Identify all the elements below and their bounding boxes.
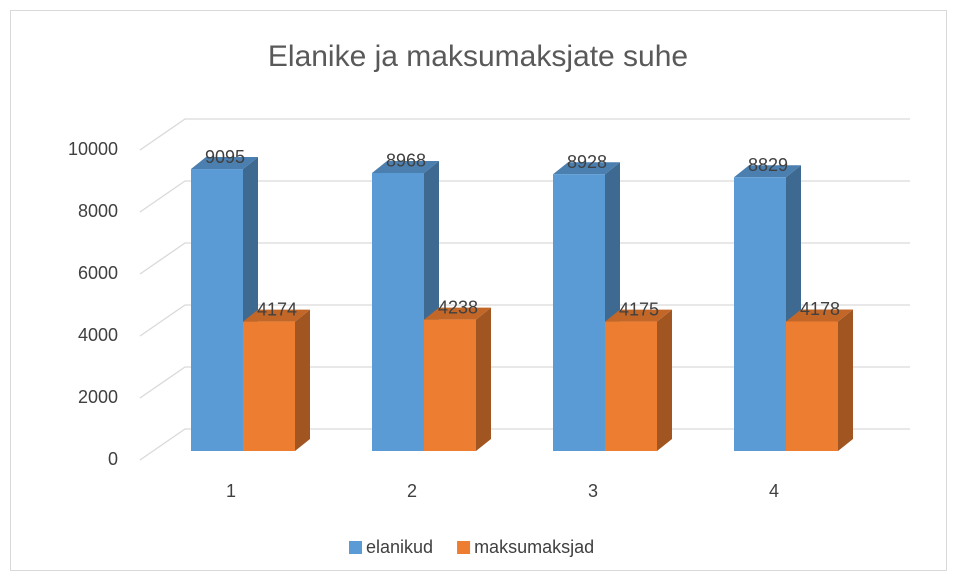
data-label: 4174 bbox=[257, 299, 297, 319]
chart-border bbox=[10, 10, 947, 571]
y-tick-label: 6000 bbox=[78, 263, 118, 283]
data-label: 8829 bbox=[748, 155, 788, 175]
data-label: 8928 bbox=[567, 152, 607, 172]
y-tick-label: 8000 bbox=[78, 201, 118, 221]
bar bbox=[605, 321, 657, 451]
grid-line bbox=[139, 180, 910, 213]
x-tick-label: 1 bbox=[226, 481, 236, 501]
bar-top bbox=[191, 157, 258, 170]
x-tick-label: 2 bbox=[407, 481, 417, 501]
bar-side bbox=[476, 307, 491, 451]
x-tick-label: 4 bbox=[769, 481, 779, 501]
bar-side bbox=[295, 309, 310, 451]
y-tick-label: 4000 bbox=[78, 325, 118, 345]
bar-top bbox=[786, 309, 853, 322]
data-label: 9095 bbox=[205, 147, 245, 167]
legend-swatch bbox=[457, 541, 471, 554]
bar bbox=[372, 172, 424, 451]
data-label: 4178 bbox=[800, 299, 840, 319]
data-label: 4175 bbox=[619, 299, 659, 319]
y-tick-label: 0 bbox=[108, 449, 118, 469]
chart-title: Elanike ja maksumaksjate suhe bbox=[268, 40, 688, 73]
grid-line bbox=[139, 304, 910, 337]
bar bbox=[786, 321, 838, 451]
data-label: 4238 bbox=[438, 297, 478, 317]
y-tick-label: 10000 bbox=[68, 139, 118, 159]
legend-label: maksumaksjad bbox=[474, 537, 594, 557]
bar-top bbox=[243, 309, 310, 322]
legend-swatch bbox=[349, 541, 362, 554]
bar-side bbox=[657, 309, 672, 451]
y-tick-label: 2000 bbox=[78, 387, 118, 407]
bar bbox=[424, 319, 476, 451]
bar bbox=[243, 321, 295, 451]
bar-top bbox=[734, 165, 801, 178]
bar-top bbox=[553, 162, 620, 175]
bar-side bbox=[838, 309, 853, 451]
bar-top bbox=[372, 160, 439, 173]
bar-top bbox=[424, 307, 491, 320]
bar-top bbox=[605, 309, 672, 322]
data-label: 8968 bbox=[386, 151, 426, 171]
legend-label: elanikud bbox=[366, 537, 433, 557]
bar bbox=[553, 174, 605, 451]
bar bbox=[191, 169, 243, 451]
bar bbox=[734, 177, 786, 451]
x-tick-label: 3 bbox=[588, 481, 598, 501]
grid-line bbox=[139, 118, 910, 151]
grid-line bbox=[139, 242, 910, 275]
